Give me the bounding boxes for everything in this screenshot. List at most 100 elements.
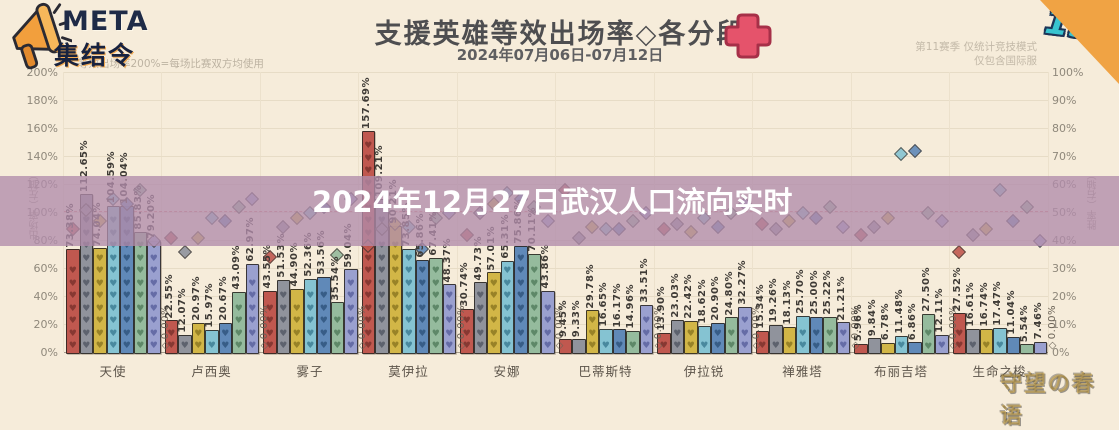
heart-pattern: ♥ ♥ ♥ ♥ [265, 303, 274, 352]
heart-pattern: ♥ ♥ [727, 328, 736, 352]
bar: ♥ [782, 326, 796, 354]
bar: ♥ ♥ [191, 322, 205, 354]
bar-value-label: 23.03% [669, 273, 681, 318]
bar [1006, 336, 1020, 354]
heart-pattern: ♥ [628, 341, 637, 352]
heart-pattern: ♥ ♥ ♥ ♥ ♥ ♥ ♥ ♥ ♥ [391, 241, 400, 352]
axis-tick-label: 70% [1052, 150, 1077, 163]
x-axis-label: 巴蒂斯特 [578, 364, 633, 379]
bar [854, 343, 868, 354]
heart-pattern: ♥ [207, 341, 216, 352]
axis-tick-label: 200% [26, 66, 58, 79]
bar: ♥ ♥ ♥ ♥ [263, 291, 277, 354]
heart-pattern: ♥ ♥ ♥ [333, 316, 342, 352]
bar-value-label: 24.80% [723, 270, 735, 316]
bar: ♥ ♥ ♥ [639, 305, 653, 354]
bar-value-label: 22.42% [683, 273, 694, 319]
bar-value-label: 19.26% [768, 278, 779, 324]
bar: ♥ ♥ ♥ ♥ ♥ ♥ ♥ ♥ [93, 248, 107, 354]
bar: ♥ ♥ ♥ [330, 302, 344, 354]
bar [1033, 341, 1047, 354]
bar: ♥ ♥ [218, 323, 232, 354]
bar: ♥ ♥ [921, 313, 935, 354]
bar-value-label: 15.34% [754, 283, 766, 329]
bar: ♥ [657, 332, 671, 354]
bar-value-label: 15.97% [204, 283, 215, 328]
diamond-marker [893, 146, 909, 161]
axis-tick-label: 160% [26, 122, 58, 135]
bar: ♥ ♥ ♥ ♥ ♥ ♥ ♥ ♥ ♥ [388, 225, 402, 354]
megaphone-icon [12, 2, 73, 70]
bar-value-label: 12.11% [934, 288, 945, 334]
bar-value-label: 16.61% [965, 282, 976, 327]
x-axis-label: 生命之梭 [972, 364, 1027, 379]
x-axis-line [64, 352, 1048, 353]
heart-pattern: ♥ ♥ ♥ ♥ [292, 303, 301, 352]
bar: ♥ ♥ ♥ ♥ ♥ [473, 282, 487, 354]
heart-pattern: ♥ [968, 341, 977, 352]
heart-pattern: ♥ [982, 341, 991, 352]
bar: ♥ [894, 335, 908, 354]
heart-pattern: ♥ ♥ [812, 329, 821, 352]
x-axis-label: 莫伊拉 [388, 364, 429, 379]
logo-line2: 集结令 [54, 41, 136, 70]
bar: ♥ [755, 330, 769, 354]
gridline [64, 268, 1048, 269]
bar: ♥ ♥ ♥ ♥ ♥ ♥ ♥ ♥ [402, 248, 416, 354]
bar-value-label: 35.54% [329, 255, 341, 301]
x-axis-label: 雾子 [296, 364, 324, 379]
bar: ♥ ♥ [684, 320, 698, 354]
heart-pattern: ♥ ♥ [798, 328, 807, 352]
date-range: 2024年07月06日-07月12日 [456, 46, 664, 64]
heart-pattern: ♥ [897, 341, 906, 352]
bar-value-label: 12.07% [177, 288, 188, 334]
bar-value-label: 14.96% [625, 284, 636, 330]
bar-value-label: 32.27% [737, 260, 748, 305]
heart-pattern: ♥ ♥ ♥ ♥ ♥ ♥ ♥ [418, 266, 427, 352]
bar: ♥ [612, 329, 626, 354]
heart-pattern: ♥ ♥ ♥ ♥ ♥ [445, 291, 454, 352]
x-axis-label: 天使 [99, 364, 127, 379]
bar: ♥ ♥ ♥ [738, 306, 752, 354]
heart-pattern: ♥ ♥ ♥ ♥ ♥ ♥ ♥ ♥ [95, 253, 104, 352]
bar-value-label: 29.78% [584, 263, 596, 309]
red-cross-icon [724, 12, 772, 64]
heart-pattern: ♥ ♥ [686, 328, 695, 352]
bar [881, 342, 895, 354]
bar-value-label: 7.46% [1032, 302, 1044, 340]
heart-pattern: ♥ ♥ [221, 328, 230, 352]
bar-value-label: 9.33% [571, 299, 582, 337]
heart-pattern: ♥ ♥ [673, 328, 682, 352]
bar: ♥ ♥ ♥ ♥ ♥ ♥ ♥ [527, 253, 541, 354]
bar [1020, 344, 1034, 354]
overlay-banner [0, 176, 1119, 246]
bar: ♥ ♥ ♥ ♥ ♥ ♥ ♥ [429, 257, 443, 354]
bar-value-label: 6.86% [907, 303, 918, 341]
axis-tick-label: 140% [26, 150, 58, 163]
bar-value-label: 13.90% [656, 285, 667, 331]
bar: ♥ ♥ ♥ ♥ [232, 291, 246, 354]
bar [558, 338, 572, 354]
bar: ♥ ♥ [836, 322, 850, 354]
heart-pattern: ♥ [937, 341, 946, 352]
bar-value-label: 20.97% [190, 276, 202, 321]
axis-tick-label: 60% [33, 262, 58, 275]
x-axis-label: 伊拉锐 [683, 364, 725, 379]
heart-pattern: ♥ ♥ ♥ ♥ ♥ [306, 291, 315, 352]
bar-value-label: 27.50% [920, 266, 932, 312]
bar: ♥ [993, 327, 1007, 354]
bar: ♥ ♥ ♥ ♥ [541, 290, 555, 354]
bar: ♥ ♥ ♥ ♥ ♥ [276, 279, 290, 354]
diamond-marker [177, 244, 192, 259]
heart-pattern: ♥ ♥ ♥ ♥ ♥ [319, 291, 328, 352]
zero-diamond-label: ◇0.00% [948, 305, 959, 351]
bar: ♥ ♥ [711, 322, 725, 354]
heart-pattern: ♥ ♥ ♥ [462, 316, 471, 352]
heart-pattern: ♥ ♥ ♥ ♥ ♥ ♥ ♥ ♥ [149, 253, 158, 352]
bar-value-label: 18.62% [696, 279, 708, 324]
bar: ♥ ♥ [796, 316, 810, 354]
heart-pattern: ♥ ♥ ♥ ♥ [543, 303, 552, 352]
bar-value-label: 25.22% [822, 270, 833, 315]
axis-tick-label: 40% [33, 290, 58, 303]
bar-value-label: 25.00% [808, 270, 820, 315]
